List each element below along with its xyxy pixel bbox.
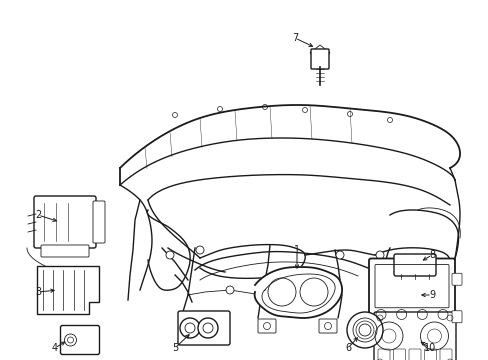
Text: 9: 9 [428, 290, 434, 300]
Polygon shape [200, 244, 305, 278]
Circle shape [335, 251, 343, 259]
Text: 7: 7 [291, 33, 298, 43]
Circle shape [346, 312, 382, 348]
FancyBboxPatch shape [318, 319, 336, 333]
FancyBboxPatch shape [41, 245, 89, 257]
FancyBboxPatch shape [451, 273, 461, 285]
Text: 4: 4 [52, 343, 58, 353]
Circle shape [198, 318, 218, 338]
Polygon shape [374, 248, 449, 285]
FancyBboxPatch shape [178, 311, 229, 345]
FancyBboxPatch shape [393, 254, 435, 276]
Circle shape [64, 334, 76, 346]
Circle shape [375, 251, 383, 259]
FancyBboxPatch shape [310, 49, 328, 69]
FancyBboxPatch shape [258, 319, 275, 333]
Circle shape [225, 286, 234, 294]
Circle shape [165, 251, 174, 259]
FancyBboxPatch shape [93, 201, 105, 243]
FancyBboxPatch shape [61, 325, 99, 355]
Circle shape [180, 318, 200, 338]
Polygon shape [309, 45, 329, 61]
Circle shape [324, 323, 331, 329]
Text: 2: 2 [35, 210, 41, 220]
Polygon shape [37, 266, 99, 314]
Polygon shape [254, 267, 342, 318]
Circle shape [196, 246, 203, 254]
FancyBboxPatch shape [451, 311, 461, 323]
Text: 10: 10 [423, 343, 435, 353]
FancyBboxPatch shape [373, 312, 455, 360]
Text: 5: 5 [171, 343, 178, 353]
Text: 3: 3 [35, 287, 41, 297]
Text: 8: 8 [428, 250, 434, 260]
Text: 1: 1 [293, 245, 300, 255]
FancyBboxPatch shape [368, 258, 454, 338]
Circle shape [263, 323, 270, 329]
Text: 6: 6 [344, 343, 350, 353]
FancyBboxPatch shape [34, 196, 96, 248]
